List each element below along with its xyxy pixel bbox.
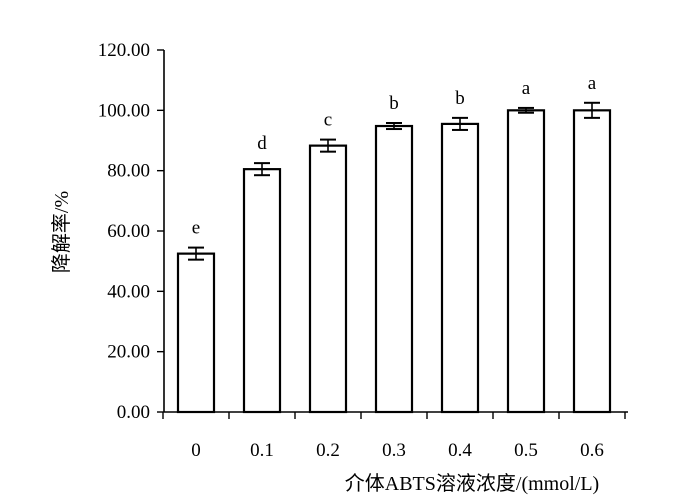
y-axis-title: 降解率/% [50,191,73,273]
x-category-labels: 0 0.1 0.2 0.3 0.4 0.5 0.6 [191,440,604,461]
y-ticks: 0.00 20.00 40.00 60.00 80.00 100.00 120.00 [98,40,164,423]
y-tick-label: 120.00 [98,40,150,61]
bar [440,122,480,414]
bar [374,124,414,414]
x-category-label: 0.4 [448,440,472,461]
y-tick-label: 100.00 [98,100,150,121]
y-tick-label: 40.00 [107,281,150,302]
x-category-label: 0.3 [382,440,406,461]
significance-letter: c [324,110,332,131]
bar [308,144,348,414]
bar [242,168,282,414]
y-tick-label: 20.00 [107,342,150,363]
y-tick-label: 80.00 [107,161,150,182]
bar [176,252,216,414]
significance-letter: b [389,93,399,114]
x-category-label: 0.5 [514,440,538,461]
bars [176,109,612,414]
significance-letter: b [455,88,465,109]
significance-letter: e [192,218,200,239]
bar [506,109,546,414]
y-tick-label: 0.00 [117,402,150,423]
x-category-label: 0.1 [250,440,274,461]
x-axis-title: 介体ABTS溶液浓度/(mmol/L) [345,472,599,495]
bar [572,109,612,414]
significance-letter: a [588,73,597,94]
significance-letter: d [257,133,267,154]
y-tick-label: 60.00 [107,221,150,242]
significance-letters: e d c b b a a [192,73,597,239]
significance-letter: a [522,78,531,99]
x-category-label: 0.6 [580,440,604,461]
x-category-label: 0 [191,440,201,461]
error-bars [188,101,600,261]
x-category-label: 0.2 [316,440,340,461]
